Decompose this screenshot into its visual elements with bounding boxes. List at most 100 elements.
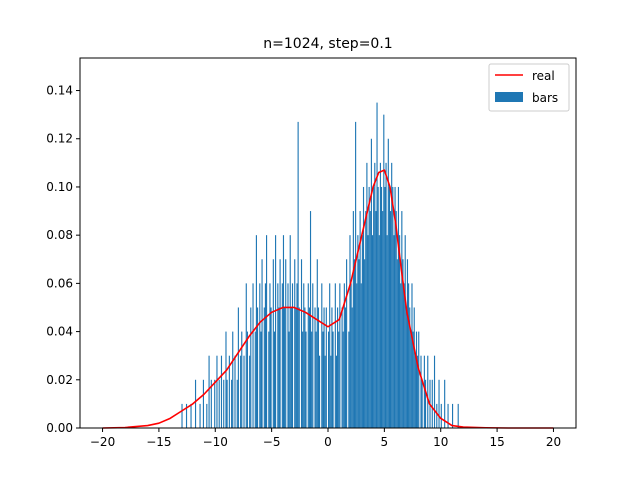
histogram-bar xyxy=(421,379,423,428)
histogram-bar xyxy=(362,186,365,428)
histogram-bar xyxy=(390,211,392,428)
histogram-bar xyxy=(377,186,379,428)
histogram-bar xyxy=(386,235,388,428)
line-layer xyxy=(102,169,554,429)
histogram-bar xyxy=(266,235,268,428)
histogram-bar xyxy=(185,403,188,428)
histogram-bar xyxy=(263,307,265,428)
histogram-bar xyxy=(254,331,256,428)
histogram-bar xyxy=(378,235,380,428)
real-density-line xyxy=(102,169,554,429)
histogram-bar xyxy=(269,283,271,428)
y-tick-label: 0.14 xyxy=(46,84,73,98)
histogram-bar xyxy=(246,331,248,428)
histogram-bar xyxy=(260,331,262,428)
histogram-bar xyxy=(259,283,261,428)
histogram-bar xyxy=(375,211,377,428)
histogram-bar xyxy=(339,283,341,428)
histogram-bar xyxy=(367,235,369,428)
histogram-bar xyxy=(278,307,280,428)
histogram-bar xyxy=(348,331,350,428)
histogram-bar xyxy=(206,403,208,428)
histogram-bar xyxy=(210,379,212,428)
histogram-bar xyxy=(290,307,292,428)
histogram-bar xyxy=(288,331,290,428)
histogram-bar xyxy=(285,259,287,428)
histogram-bar xyxy=(415,331,418,428)
histogram-bar xyxy=(307,283,309,428)
histogram-bar xyxy=(365,211,367,428)
legend-patch-swatch xyxy=(495,92,523,102)
histogram-bar xyxy=(216,355,218,428)
histogram-bar xyxy=(353,259,356,428)
histogram-bar xyxy=(234,355,236,428)
histogram-bar xyxy=(304,307,306,428)
histogram-bar xyxy=(351,307,353,428)
histogram-bar xyxy=(312,283,314,428)
histogram-bar xyxy=(329,283,331,428)
histogram-bar xyxy=(391,162,393,428)
histogram-bar xyxy=(384,186,386,428)
histogram-bar xyxy=(328,331,330,428)
histogram-bar xyxy=(404,235,406,428)
histogram-bar xyxy=(385,162,387,428)
y-tick-label: 0.10 xyxy=(46,180,73,194)
histogram-bar xyxy=(410,331,412,428)
histogram-bar xyxy=(331,307,333,428)
x-tick-label: −15 xyxy=(146,435,171,449)
histogram-bar xyxy=(400,283,402,428)
histogram-bar xyxy=(273,331,276,428)
histogram-bar xyxy=(355,121,357,428)
histogram-bar xyxy=(420,355,422,428)
y-tick-label: 0.08 xyxy=(46,228,73,242)
histogram-bar xyxy=(394,186,396,428)
histogram-bar xyxy=(408,283,410,428)
histogram-bar xyxy=(403,283,405,428)
histogram-bar xyxy=(275,235,277,428)
histogram-bar xyxy=(357,235,359,428)
histogram-bar xyxy=(279,259,281,428)
histogram-bar xyxy=(305,331,307,428)
x-tick-label: −5 xyxy=(263,435,281,449)
histogram-bar xyxy=(344,307,347,428)
histogram-bar xyxy=(199,403,201,428)
x-axis: −20 −15 −10 −5 0 5 10 15 20 xyxy=(90,428,561,449)
histogram-bar xyxy=(330,355,332,428)
histogram-bar xyxy=(376,102,378,428)
histogram-bar xyxy=(282,235,285,428)
histogram-bar xyxy=(303,283,305,428)
histogram-bar xyxy=(296,283,298,428)
histogram-bar xyxy=(314,307,316,428)
histogram-bar xyxy=(228,355,230,428)
histogram-bar xyxy=(250,307,252,428)
histogram-bar xyxy=(264,283,266,428)
histogram-bar xyxy=(298,307,300,428)
histogram-bar xyxy=(387,138,389,428)
histogram-bar xyxy=(368,186,370,428)
histogram-bar xyxy=(337,307,339,428)
histogram-bar xyxy=(324,355,326,428)
y-tick-label: 0.04 xyxy=(46,325,73,339)
histogram-bar xyxy=(226,379,228,428)
histogram-bar xyxy=(318,355,321,428)
histogram-bar xyxy=(225,331,227,428)
histogram-bar xyxy=(291,283,294,428)
histogram-bar xyxy=(405,307,407,428)
x-tick-label: 20 xyxy=(546,435,561,449)
histogram-bar xyxy=(444,379,446,428)
histogram-bar xyxy=(447,403,449,428)
histogram-bar xyxy=(395,211,397,428)
y-tick-label: 0.02 xyxy=(46,373,73,387)
histogram-bar xyxy=(334,283,336,428)
histogram-bar xyxy=(268,331,270,428)
histogram-bar xyxy=(322,331,324,428)
legend-label-real: real xyxy=(532,69,555,83)
histogram-bar xyxy=(364,259,366,428)
histogram-bar xyxy=(294,259,296,428)
histogram-bar xyxy=(202,379,204,428)
histogram-bar xyxy=(350,283,352,428)
histogram-bar xyxy=(332,331,334,428)
histogram-bar xyxy=(399,235,401,428)
histogram-bar xyxy=(236,379,238,428)
histogram-bar xyxy=(409,307,411,428)
